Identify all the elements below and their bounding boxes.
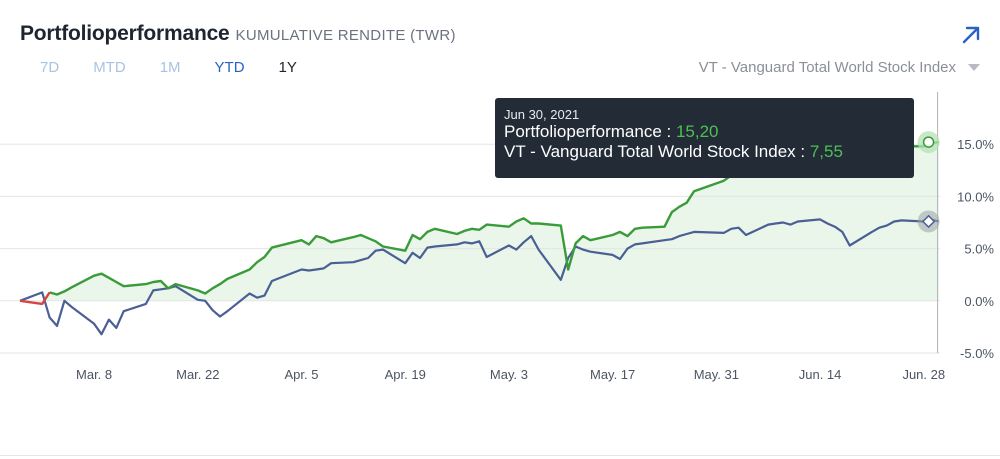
tooltip-date: Jun 30, 2021	[504, 107, 580, 122]
y-tick-label: -5.0%	[960, 346, 994, 361]
tooltip-label-benchmark: VT - Vanguard Total World Stock Index :	[504, 142, 810, 161]
x-tick-label: May. 31	[694, 367, 739, 382]
x-tick-label: Apr. 19	[385, 367, 426, 382]
portfolio-area-fill	[20, 142, 939, 304]
benchmark-hover-point	[921, 214, 936, 229]
x-tick-label: May. 17	[590, 367, 635, 382]
portfolio-hover-point	[922, 136, 935, 148]
y-tick-label: 5.0%	[964, 242, 994, 257]
bottom-divider	[0, 455, 1000, 456]
tab-7d[interactable]: 7D	[40, 59, 60, 76]
y-tick-label: 15.0%	[957, 137, 994, 152]
portfolio-negative-segment	[19, 291, 51, 306]
x-tick-label: Mar. 8	[76, 367, 112, 382]
chart-subtitle: KUMULATIVE RENDITE (TWR)	[235, 27, 456, 44]
chart-tooltip: Jun 30, 2021 Portfolioperformance : 15,2…	[495, 98, 914, 178]
x-tick-label: May. 3	[490, 367, 528, 382]
y-tick-label: 0.0%	[964, 294, 994, 309]
benchmark-select[interactable]: VT - Vanguard Total World Stock Index	[699, 59, 980, 76]
x-tick-label: Mar. 22	[176, 367, 219, 382]
caret-down-icon	[968, 64, 980, 71]
tab-1m[interactable]: 1M	[159, 59, 181, 76]
x-tick-label: Jun. 28	[902, 367, 945, 382]
tooltip-row-portfolio: Portfolioperformance : 15,20	[504, 122, 914, 142]
benchmark-selected-label: VT - Vanguard Total World Stock Index	[698, 59, 956, 76]
chart-header: Portfolioperformance KUMULATIVE RENDITE (…	[20, 22, 456, 46]
tab-1y[interactable]: 1Y	[278, 59, 297, 76]
x-tick-label: Jun. 14	[799, 367, 842, 382]
y-tick-label: 10.0%	[957, 189, 994, 204]
chart-title: Portfolioperformance	[20, 22, 230, 45]
x-tick-label: Apr. 5	[285, 367, 319, 382]
tooltip-value-portfolio: 15,20	[675, 122, 719, 141]
tab-ytd[interactable]: YTD	[214, 59, 245, 76]
arrow-up-right-icon[interactable]	[960, 24, 982, 46]
tooltip-row-benchmark: VT - Vanguard Total World Stock Index : …	[504, 142, 914, 162]
tab-mtd[interactable]: MTD	[93, 59, 126, 76]
time-range-tabs: 7D MTD 1M YTD 1Y	[40, 59, 331, 76]
tooltip-value-benchmark: 7,55	[809, 142, 843, 161]
tooltip-label-portfolio: Portfolioperformance :	[504, 122, 676, 141]
